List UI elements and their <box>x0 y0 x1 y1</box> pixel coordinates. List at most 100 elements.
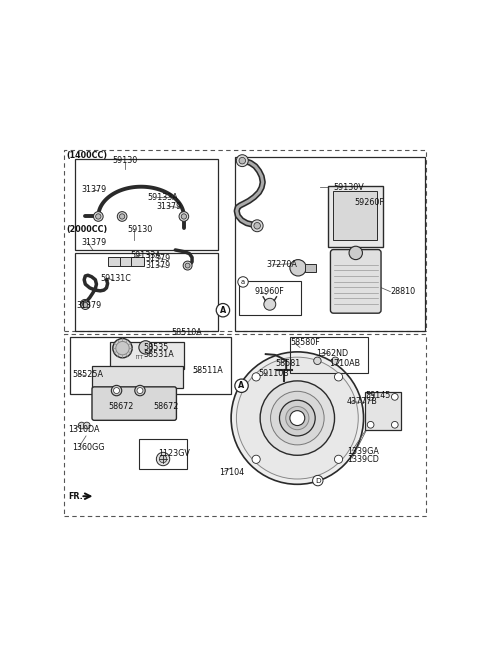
Circle shape <box>252 455 260 463</box>
Text: A: A <box>220 306 226 315</box>
Circle shape <box>116 342 129 355</box>
Circle shape <box>235 379 248 392</box>
Bar <box>64 150 426 331</box>
Circle shape <box>117 212 127 221</box>
Bar <box>75 159 218 250</box>
Circle shape <box>238 277 248 287</box>
Circle shape <box>94 212 103 221</box>
Circle shape <box>135 386 145 396</box>
Circle shape <box>335 373 343 381</box>
Text: 58672: 58672 <box>153 403 179 411</box>
Circle shape <box>159 455 167 463</box>
Text: 17104: 17104 <box>219 468 244 477</box>
Text: 59145: 59145 <box>366 392 391 400</box>
Text: 1360GG: 1360GG <box>72 443 105 453</box>
Circle shape <box>111 386 122 396</box>
Text: 58581: 58581 <box>275 359 300 367</box>
Circle shape <box>181 214 187 219</box>
Circle shape <box>252 373 260 381</box>
Circle shape <box>332 357 339 365</box>
Text: 58672: 58672 <box>108 403 134 411</box>
Circle shape <box>271 392 324 445</box>
Circle shape <box>156 452 170 466</box>
FancyBboxPatch shape <box>110 342 184 369</box>
Text: 91960F: 91960F <box>255 287 285 296</box>
Bar <box>139 439 187 469</box>
Text: 31379: 31379 <box>82 238 107 247</box>
Circle shape <box>290 260 306 276</box>
Text: 43777B: 43777B <box>347 397 377 406</box>
Bar <box>120 258 133 266</box>
Text: 31379: 31379 <box>82 185 107 194</box>
Circle shape <box>314 357 321 365</box>
Circle shape <box>185 263 190 268</box>
Text: 1123GV: 1123GV <box>158 449 190 459</box>
Circle shape <box>137 388 143 394</box>
Text: FR.: FR. <box>68 491 83 501</box>
Circle shape <box>183 261 192 270</box>
Circle shape <box>312 476 323 486</box>
Bar <box>290 337 368 373</box>
Text: 58511A: 58511A <box>192 366 223 375</box>
Circle shape <box>81 300 90 309</box>
Circle shape <box>349 246 362 260</box>
FancyBboxPatch shape <box>365 392 401 430</box>
Text: 58510A: 58510A <box>171 328 202 338</box>
Text: (2000CC): (2000CC) <box>67 225 108 234</box>
Text: 28810: 28810 <box>390 287 416 296</box>
Circle shape <box>216 304 229 317</box>
Circle shape <box>237 357 358 479</box>
Text: 31379: 31379 <box>156 202 182 210</box>
Text: (1400CC): (1400CC) <box>67 150 108 160</box>
Bar <box>108 258 122 266</box>
Circle shape <box>113 338 132 358</box>
Text: 1310DA: 1310DA <box>68 424 100 434</box>
Text: 1339GA: 1339GA <box>347 447 379 456</box>
Text: ITT: ITT <box>136 355 144 359</box>
Text: 1710AB: 1710AB <box>329 359 360 367</box>
Text: 59110B: 59110B <box>259 369 289 378</box>
Text: 31379: 31379 <box>76 302 101 310</box>
Text: D: D <box>315 478 321 484</box>
Text: 59130V: 59130V <box>334 183 364 192</box>
Text: 58580F: 58580F <box>290 338 320 347</box>
Bar <box>235 157 424 331</box>
Circle shape <box>239 158 246 164</box>
Circle shape <box>81 300 89 308</box>
Bar <box>305 264 316 271</box>
Circle shape <box>179 212 189 221</box>
Text: 31379: 31379 <box>145 254 171 263</box>
Text: 37270A: 37270A <box>266 260 297 269</box>
Circle shape <box>120 214 125 219</box>
Text: 58525A: 58525A <box>72 370 103 378</box>
Circle shape <box>114 388 120 394</box>
Circle shape <box>251 220 263 232</box>
FancyBboxPatch shape <box>92 366 183 388</box>
Circle shape <box>139 341 152 354</box>
Bar <box>71 336 231 394</box>
Text: 59260F: 59260F <box>354 198 384 207</box>
Circle shape <box>231 352 363 484</box>
FancyBboxPatch shape <box>92 387 177 420</box>
Bar <box>239 281 301 315</box>
Text: 59130: 59130 <box>112 156 138 165</box>
Text: 58531A: 58531A <box>144 350 174 359</box>
Text: 59133A: 59133A <box>147 193 178 202</box>
Circle shape <box>367 394 374 400</box>
Text: 59130: 59130 <box>127 225 152 234</box>
Circle shape <box>367 421 374 428</box>
Circle shape <box>83 302 87 306</box>
Text: a: a <box>241 279 245 285</box>
Circle shape <box>254 223 261 229</box>
FancyBboxPatch shape <box>330 250 381 313</box>
Text: 58535: 58535 <box>144 343 169 352</box>
Bar <box>131 258 144 266</box>
Circle shape <box>286 407 309 430</box>
Bar <box>328 185 383 247</box>
Text: 59133A: 59133A <box>131 251 161 260</box>
Circle shape <box>264 298 276 310</box>
Circle shape <box>78 422 85 429</box>
Text: 59131C: 59131C <box>100 274 131 283</box>
Circle shape <box>392 394 398 400</box>
Circle shape <box>335 455 343 463</box>
